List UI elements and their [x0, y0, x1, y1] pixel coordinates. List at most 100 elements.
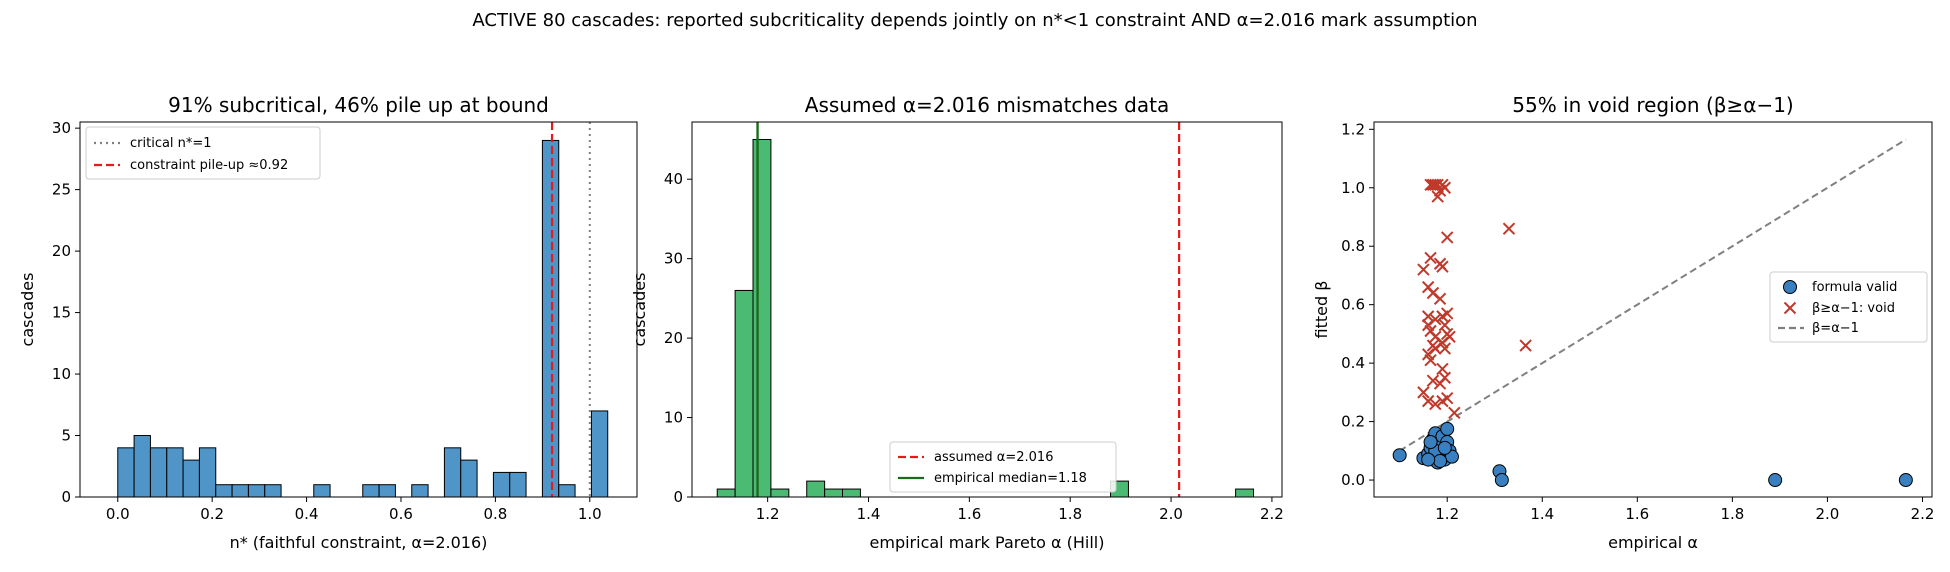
legend-pileup-label: constraint pile-up ≈0.92	[130, 158, 288, 173]
scatter-point-void	[1440, 231, 1454, 244]
y-tick-label: 30	[52, 119, 71, 137]
scatter-point-void	[1429, 313, 1442, 326]
legend-assumed-label: assumed α=2.016	[934, 450, 1053, 465]
y-tick-label: 30	[664, 250, 683, 268]
x-tick-label: 0.4	[295, 505, 319, 523]
histogram-bar	[770, 488, 790, 498]
y-tick-label: 5	[61, 427, 71, 445]
scatter-point-void	[1438, 181, 1452, 194]
histogram-bar	[117, 447, 135, 498]
y-tick-label: 15	[52, 304, 71, 322]
legend-void-label: β≥α−1: void	[1812, 301, 1895, 316]
x-tick-label: 0.2	[200, 505, 224, 523]
scatter-point-void	[1440, 392, 1454, 405]
scatter-point-valid	[1440, 421, 1455, 436]
histogram-bar	[492, 471, 511, 498]
histogram-bar	[734, 289, 754, 498]
histogram-bar	[752, 138, 772, 498]
x-axis-label: empirical mark Pareto α (Hill)	[870, 533, 1105, 552]
histogram-bar	[824, 488, 844, 498]
x-tick-label: 1.4	[857, 505, 881, 523]
histogram-bar	[198, 447, 217, 498]
x-tick-label: 1.0	[578, 505, 602, 523]
x-tick-label: 1.6	[957, 505, 981, 523]
scatter-point-void	[1417, 263, 1430, 276]
y-tick-label: 40	[664, 170, 683, 188]
y-tick-label: 10	[52, 365, 71, 383]
scatter-point-valid	[1392, 448, 1407, 463]
axes-frame	[691, 121, 1283, 498]
x-axis-label: empirical α	[1608, 533, 1698, 552]
legend-box	[889, 441, 1117, 493]
panel-title: Assumed α=2.016 mismatches data	[805, 93, 1169, 117]
legend-valid-swatch	[1783, 280, 1797, 294]
scatter-point-void	[1424, 354, 1437, 367]
histogram-bar	[590, 410, 609, 498]
histogram-bar	[247, 484, 266, 498]
x-tick-label: 0.8	[483, 505, 507, 523]
scatter-point-valid	[1423, 435, 1438, 450]
scatter-point-valid	[1433, 454, 1448, 469]
scatter-point-valid	[1898, 473, 1913, 488]
y-tick-label: 10	[664, 409, 683, 427]
y-tick-label: 0.4	[1341, 354, 1365, 372]
histogram-bar	[182, 459, 200, 498]
scatter-point-void	[1440, 307, 1454, 320]
scatter-point-void	[1519, 339, 1532, 352]
y-tick-label: 20	[52, 242, 71, 260]
y-tick-label: 25	[52, 181, 71, 199]
y-tick-label: 0.6	[1341, 296, 1365, 314]
scatter-point-void	[1438, 342, 1452, 355]
axes-frame	[79, 121, 638, 498]
x-tick-label: 2.0	[1816, 505, 1840, 523]
y-tick-label: 1.0	[1341, 179, 1365, 197]
panel-alpha-histogram: 1.2 1.4 1.6 1.8 2.0 2.2 0 10 20 30 40 empirical mar…	[630, 93, 1284, 552]
histogram-bar	[362, 484, 380, 498]
histogram-bar	[313, 484, 331, 498]
x-tick-label: 0.6	[389, 505, 413, 523]
x-tick-label: 1.8	[1720, 505, 1744, 523]
scatter-point-void	[1438, 318, 1452, 332]
scatter-point-void	[1431, 190, 1444, 203]
figure-suptitle: ACTIVE 80 cascades: reported subcritical…	[472, 10, 1477, 31]
x-tick-label: 1.4	[1530, 505, 1554, 523]
x-tick-label: 2.2	[1260, 505, 1284, 523]
scatter-point-void	[1417, 386, 1430, 399]
x-axis-label: n* (faithful constraint, α=2.016)	[230, 533, 488, 552]
scatter-point-void	[1433, 292, 1447, 306]
scatter-point-void	[1426, 374, 1440, 387]
legend-void-swatch	[1783, 301, 1797, 315]
x-tick-label: 2.0	[1159, 505, 1183, 523]
y-tick-label: 0	[673, 488, 683, 506]
histogram-bar	[149, 447, 168, 498]
histogram-bar	[231, 484, 249, 498]
scatter-point-void	[1433, 377, 1447, 390]
histogram-bar	[166, 447, 184, 498]
x-tick-label: 0.0	[106, 505, 130, 523]
x-tick-label: 1.8	[1058, 505, 1082, 523]
scatter-point-void	[1421, 394, 1435, 408]
x-tick-label: 1.6	[1625, 505, 1649, 523]
y-tick-label: 0.2	[1341, 413, 1365, 431]
scatter-point-valid	[1437, 440, 1452, 455]
histogram-bar	[411, 484, 429, 498]
scatter-point-void	[1448, 406, 1461, 420]
legend-valid-label: formula valid	[1812, 280, 1897, 295]
scatter-point-void	[1443, 330, 1456, 344]
scatter-point-void	[1436, 362, 1449, 376]
y-tick-label: 1.2	[1341, 120, 1365, 138]
y-axis-label: cascades	[630, 273, 649, 347]
x-tick-label: 2.2	[1911, 505, 1935, 523]
histogram-bar	[558, 484, 576, 498]
legend-box	[85, 126, 321, 180]
histogram-bar	[443, 447, 462, 498]
scatter-point-void	[1424, 251, 1437, 265]
x-tick-label: 1.2	[756, 505, 780, 523]
legend-box	[1769, 271, 1928, 343]
scatter-point-valid	[1494, 473, 1509, 488]
y-tick-label: 20	[664, 329, 683, 347]
y-tick-label: 0.0	[1341, 471, 1365, 489]
y-axis-label: cascades	[18, 273, 37, 347]
histogram-bar	[842, 488, 861, 498]
scatter-point-valid	[1768, 473, 1783, 488]
